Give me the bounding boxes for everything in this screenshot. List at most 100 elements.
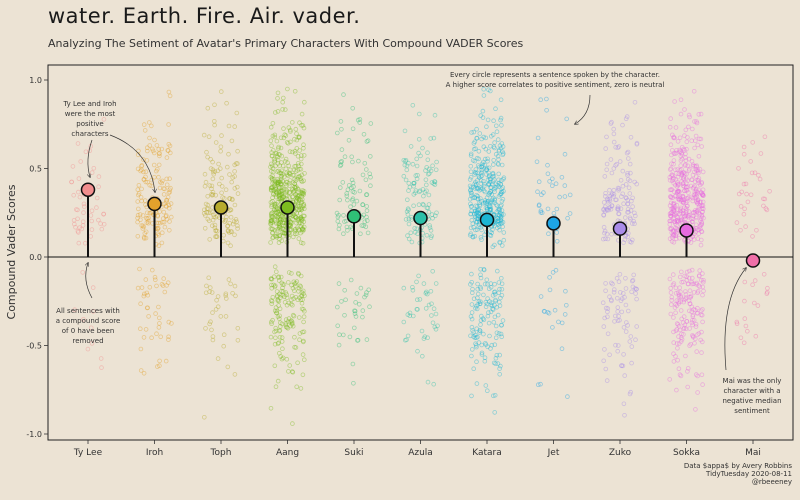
sentence-point xyxy=(679,150,684,156)
sentence-point xyxy=(142,198,148,203)
sentence-point xyxy=(615,145,621,151)
sentence-point xyxy=(287,319,293,325)
sentence-point xyxy=(627,215,633,221)
sentence-point xyxy=(286,316,292,321)
sentence-point xyxy=(685,135,690,140)
sentence-point xyxy=(601,213,607,218)
sentence-point xyxy=(495,161,501,166)
sentence-point xyxy=(694,209,700,215)
sentence-point xyxy=(477,202,482,208)
sentence-point xyxy=(279,190,285,196)
sentence-point xyxy=(687,301,693,307)
sentence-point xyxy=(211,171,217,177)
sentence-point xyxy=(351,325,357,331)
sentence-point xyxy=(500,185,506,190)
sentence-point xyxy=(268,222,274,227)
sentence-point xyxy=(202,171,208,177)
sentence-point xyxy=(292,334,297,340)
sentence-point xyxy=(474,209,480,214)
sentence-point xyxy=(701,288,706,294)
sentence-point xyxy=(667,178,673,183)
sentence-point xyxy=(205,105,211,111)
sentence-point xyxy=(272,308,278,314)
sentence-point xyxy=(501,175,507,181)
sentence-point xyxy=(700,382,705,387)
sentence-point xyxy=(743,181,749,187)
sentence-point xyxy=(492,289,498,295)
sentence-point xyxy=(475,302,481,307)
sentence-point xyxy=(74,207,79,212)
sentence-point xyxy=(291,217,296,223)
sentence-point xyxy=(496,194,502,199)
sentence-point xyxy=(276,224,282,230)
sentence-point xyxy=(280,195,286,200)
sentence-point xyxy=(290,369,296,375)
sentence-point xyxy=(143,229,149,235)
sentence-point xyxy=(293,226,298,232)
sentence-point xyxy=(288,139,293,145)
sentence-point xyxy=(284,292,290,297)
sentence-point xyxy=(485,159,490,164)
sentence-point xyxy=(301,307,306,312)
sentence-point xyxy=(215,294,221,299)
sentence-point xyxy=(761,203,766,209)
sentence-point xyxy=(300,339,306,345)
sentence-point xyxy=(270,220,275,225)
sentence-point xyxy=(700,192,706,198)
sentence-point xyxy=(276,194,282,200)
sentence-point xyxy=(489,197,495,203)
sentence-point xyxy=(273,192,278,198)
sentence-point xyxy=(302,171,307,176)
sentence-point xyxy=(678,170,684,176)
sentence-point xyxy=(428,288,434,294)
sentence-point xyxy=(678,153,684,159)
sentence-point xyxy=(685,178,690,183)
sentence-point xyxy=(621,325,627,330)
sentence-point xyxy=(744,191,749,197)
sentence-point xyxy=(489,230,495,236)
sentence-point xyxy=(538,210,544,215)
sentence-point xyxy=(135,234,141,239)
sentence-point xyxy=(743,323,749,329)
sentence-point xyxy=(691,237,697,242)
sentence-point xyxy=(681,326,686,332)
sentence-point xyxy=(300,329,305,335)
sentence-point xyxy=(268,124,274,130)
sentence-point xyxy=(668,142,674,148)
sentence-point xyxy=(298,178,304,184)
sentence-point xyxy=(497,240,503,246)
x-tick-label: Jet xyxy=(547,448,560,458)
sentence-point xyxy=(488,309,494,315)
sentence-point xyxy=(234,219,239,225)
sentence-point xyxy=(273,186,279,192)
sentence-point xyxy=(699,206,705,211)
sentence-point xyxy=(683,292,689,297)
sentence-point xyxy=(278,189,283,195)
sentence-point xyxy=(281,194,286,200)
sentence-point xyxy=(360,314,365,320)
sentence-point xyxy=(279,335,285,340)
sentence-point xyxy=(499,186,504,192)
sentence-point xyxy=(468,185,474,190)
sentence-point xyxy=(683,326,689,332)
sentence-point xyxy=(301,153,307,158)
sentence-point xyxy=(698,237,704,243)
sentence-point xyxy=(273,328,279,334)
sentence-point xyxy=(346,183,352,188)
sentence-point xyxy=(480,159,486,165)
sentence-point xyxy=(341,213,346,218)
sentence-point xyxy=(492,342,498,348)
sentence-point xyxy=(301,338,306,344)
sentence-point xyxy=(296,193,302,199)
sentence-point xyxy=(281,223,286,228)
sentence-point xyxy=(695,207,700,213)
sentence-point xyxy=(368,183,373,189)
sentence-point xyxy=(688,240,694,245)
sentence-point xyxy=(143,174,148,180)
sentence-point xyxy=(623,195,629,200)
sentence-point xyxy=(226,123,232,129)
sentence-point xyxy=(498,145,504,151)
sentence-point xyxy=(677,189,682,195)
sentence-point xyxy=(164,197,169,203)
sentence-point xyxy=(698,111,704,117)
